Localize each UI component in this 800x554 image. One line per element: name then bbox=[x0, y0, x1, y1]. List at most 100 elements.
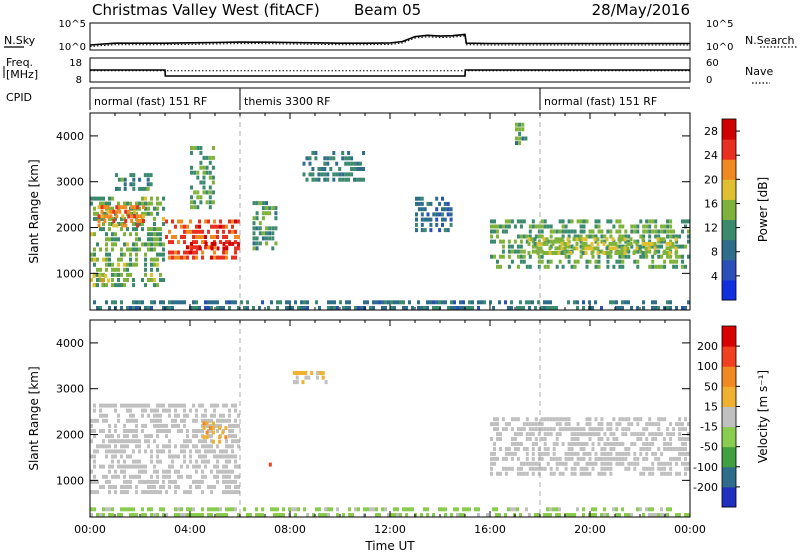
power-data-pixel bbox=[540, 306, 543, 310]
power-data-pixel bbox=[195, 255, 198, 260]
power-data-pixel bbox=[554, 251, 558, 255]
power-data-pixel bbox=[666, 229, 670, 234]
power-panel-frame bbox=[89, 112, 691, 311]
power-data-pixel bbox=[563, 251, 567, 255]
velocity-data-pixel bbox=[96, 418, 99, 423]
velocity-data-pixel bbox=[576, 451, 580, 456]
velocity-data-pixel bbox=[234, 507, 237, 512]
power-data-pixel bbox=[135, 201, 138, 206]
power-data-pixel bbox=[90, 257, 93, 262]
velocity-data-pixel bbox=[507, 451, 511, 456]
velocity-data-pixel bbox=[120, 507, 123, 512]
power-data-pixel bbox=[111, 267, 114, 272]
velocity-data-pixel bbox=[648, 432, 652, 437]
velocity-data-pixel bbox=[603, 466, 607, 471]
velocity-data-pixel bbox=[570, 451, 574, 456]
power-data-pixel bbox=[99, 196, 102, 201]
velocity-data-pixel bbox=[150, 418, 153, 423]
power-data-pixel bbox=[572, 246, 576, 251]
power-data-pixel bbox=[323, 177, 327, 182]
power-data-pixel bbox=[341, 151, 345, 155]
power-data-pixel bbox=[662, 237, 666, 242]
power-pixels bbox=[90, 122, 690, 310]
velocity-data-pixel bbox=[108, 403, 111, 408]
velocity-data-pixel bbox=[669, 447, 673, 451]
power-data-pixel bbox=[202, 175, 206, 180]
power-data-pixel bbox=[120, 252, 123, 257]
power-colorbar-tick-label: 24 bbox=[704, 149, 718, 162]
velocity-data-pixel bbox=[168, 403, 171, 408]
velocity-data-pixel bbox=[219, 513, 222, 517]
velocity-data-pixel bbox=[639, 432, 643, 437]
power-data-pixel bbox=[537, 224, 541, 229]
velocity-data-pixel bbox=[618, 422, 622, 427]
power-data-pixel bbox=[207, 219, 210, 224]
velocity-data-pixel bbox=[600, 513, 603, 517]
power-data-pixel bbox=[333, 306, 336, 310]
velocity-data-pixel bbox=[567, 513, 570, 517]
velocity-data-pixel bbox=[549, 466, 553, 471]
power-data-pixel bbox=[202, 185, 206, 190]
velocity-data-pixel bbox=[540, 427, 544, 432]
power-data-pixel bbox=[496, 234, 499, 239]
power-data-pixel bbox=[228, 300, 231, 305]
power-data-pixel bbox=[117, 222, 120, 226]
power-data-pixel bbox=[156, 227, 159, 232]
power-data-pixel bbox=[146, 182, 150, 187]
velocity-data-pixel bbox=[216, 418, 219, 423]
power-data-pixel bbox=[522, 259, 526, 264]
velocity-data-pixel bbox=[537, 466, 541, 471]
power-data-pixel bbox=[353, 177, 357, 182]
velocity-data-pixel bbox=[90, 490, 93, 495]
power-data-pixel bbox=[518, 122, 522, 127]
velocity-data-pixel bbox=[204, 423, 207, 428]
velocity-data-pixel bbox=[534, 466, 538, 471]
power-data-pixel bbox=[323, 167, 327, 171]
velocity-data-pixel bbox=[228, 479, 231, 484]
power-data-pixel bbox=[117, 186, 121, 191]
power-data-pixel bbox=[608, 241, 612, 246]
power-y-tick-label: 2000 bbox=[56, 222, 84, 235]
power-data-pixel bbox=[120, 227, 123, 232]
power-data-pixel bbox=[193, 146, 197, 150]
power-data-pixel bbox=[261, 201, 265, 206]
power-data-pixel bbox=[150, 201, 153, 206]
velocity-data-pixel bbox=[165, 490, 168, 495]
power-data-pixel bbox=[432, 300, 435, 305]
power-data-pixel bbox=[159, 201, 162, 206]
power-data-pixel bbox=[420, 212, 424, 217]
power-data-pixel bbox=[228, 241, 232, 246]
velocity-data-pixel bbox=[666, 513, 669, 517]
velocity-data-pixel bbox=[243, 507, 246, 512]
power-data-pixel bbox=[142, 219, 145, 223]
power-data-pixel bbox=[271, 246, 275, 251]
power-data-pixel bbox=[90, 252, 93, 257]
velocity-data-pixel bbox=[678, 427, 682, 432]
velocity-data-pixel bbox=[156, 459, 159, 464]
power-data-pixel bbox=[516, 234, 520, 239]
velocity-data-pixel bbox=[654, 432, 658, 437]
power-data-pixel bbox=[213, 300, 216, 305]
velocity-colorbar-cell bbox=[722, 366, 736, 387]
velocity-data-pixel bbox=[496, 417, 499, 422]
velocity-data-pixel bbox=[588, 432, 592, 437]
velocity-data-pixel bbox=[205, 421, 209, 426]
power-data-pixel bbox=[537, 259, 541, 264]
power-data-pixel bbox=[651, 300, 654, 305]
velocity-data-pixel bbox=[534, 442, 538, 446]
velocity-data-pixel bbox=[261, 513, 264, 517]
velocity-data-pixel bbox=[591, 513, 594, 517]
velocity-data-pixel bbox=[279, 513, 282, 517]
power-data-pixel bbox=[540, 259, 544, 264]
power-data-pixel bbox=[626, 241, 630, 246]
power-data-pixel bbox=[124, 219, 128, 223]
velocity-data-pixel bbox=[228, 423, 231, 428]
velocity-data-pixel bbox=[111, 439, 114, 444]
power-data-pixel bbox=[195, 240, 198, 245]
power-data-pixel bbox=[415, 228, 418, 233]
power-data-pixel bbox=[684, 219, 687, 224]
power-data-pixel bbox=[648, 249, 652, 254]
velocity-data-pixel bbox=[221, 430, 225, 435]
velocity-data-pixel bbox=[543, 437, 547, 441]
power-data-pixel bbox=[193, 200, 197, 205]
